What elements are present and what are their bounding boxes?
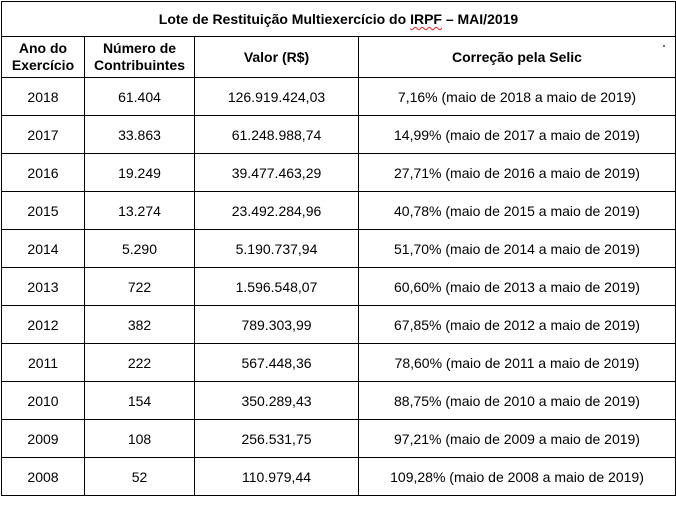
cell-correction[interactable]: 88,75% (maio de 2010 a maio de 2019) (358, 381, 676, 420)
cell-value[interactable]: 126.919.424,03 (194, 77, 359, 116)
title-suffix: – MAI/2019 (441, 11, 519, 27)
header-contributors-line1: Número de (102, 40, 177, 56)
title-prefix: Lote de Restituição Multiexercício do (158, 11, 411, 27)
cell-value[interactable]: 350.289,43 (194, 381, 359, 420)
cell-correction[interactable]: 40,78% (maio de 2015 a maio de 2019) (358, 191, 676, 230)
cell-value[interactable]: 567.448,36 (194, 343, 359, 382)
header-contributors-line2: Contribuintes (94, 57, 185, 73)
table-row: 2014 5.290 5.190.737,94 51,70% (maio de 201… (1, 229, 676, 268)
table-row: 2009 108 256.531,75 97,21% (maio de 2009 a … (1, 419, 676, 458)
cell-year[interactable]: 2015 (1, 191, 85, 230)
cell-correction[interactable]: 27,71% (maio de 2016 a maio de 2019) (358, 153, 676, 192)
cell-value[interactable]: 5.190.737,94 (194, 229, 359, 268)
header-year[interactable]: Ano do Exercício (1, 36, 85, 78)
table-body: Lote de Restituição Multiexercício do IR… (1, 1, 676, 496)
cell-value[interactable]: 61.248.988,74 (194, 115, 359, 154)
cell-value[interactable]: 256.531,75 (194, 419, 359, 458)
stray-dot (663, 45, 665, 47)
cell-contributors[interactable]: 722 (84, 267, 195, 306)
table-title[interactable]: Lote de Restituição Multiexercício do IR… (1, 1, 676, 37)
header-contributors[interactable]: Número de Contribuintes (84, 36, 195, 78)
cell-contributors[interactable]: 108 (84, 419, 195, 458)
cell-contributors[interactable]: 382 (84, 305, 195, 344)
cell-contributors[interactable]: 222 (84, 343, 195, 382)
cell-correction[interactable]: 78,60% (maio de 2011 a maio de 2019) (358, 343, 676, 382)
cell-correction[interactable]: 7,16% (maio de 2018 a maio de 2019) (358, 77, 676, 116)
cell-value[interactable]: 1.596.548,07 (194, 267, 359, 306)
title-flagged-word: IRPF (410, 11, 442, 27)
cell-contributors[interactable]: 5.290 (84, 229, 195, 268)
header-correction-label: Correção pela Selic (452, 48, 582, 65)
cell-value[interactable]: 789.303,99 (194, 305, 359, 344)
cell-year[interactable]: 2017 (1, 115, 85, 154)
cell-value[interactable]: 110.979,44 (194, 457, 359, 496)
table-row: 2015 13.274 23.492.284,96 40,78% (maio de 2… (1, 191, 676, 230)
header-year-line2: Exercício (11, 57, 75, 73)
cell-value[interactable]: 39.477.463,29 (194, 153, 359, 192)
cell-year[interactable]: 2011 (1, 343, 85, 382)
cell-year[interactable]: 2013 (1, 267, 85, 306)
cell-value[interactable]: 23.492.284,96 (194, 191, 359, 230)
cell-contributors[interactable]: 33.863 (84, 115, 195, 154)
restitution-table: Lote de Restituição Multiexercício do IR… (1, 1, 676, 496)
header-correction[interactable]: Correção pela Selic (358, 36, 676, 78)
table-row: 2016 19.249 39.477.463,29 27,71% (maio de 2… (1, 153, 676, 192)
cell-contributors[interactable]: 19.249 (84, 153, 195, 192)
cell-correction[interactable]: 51,70% (maio de 2014 a maio de 2019) (358, 229, 676, 268)
cell-correction[interactable]: 67,85% (maio de 2012 a maio de 2019) (358, 305, 676, 344)
table-row: 2008 52 110.979,44 109,28% (maio de 2008 a … (1, 457, 676, 496)
table-row: 2010 154 350.289,43 88,75% (maio de 2010 a … (1, 381, 676, 420)
cell-year[interactable]: 2010 (1, 381, 85, 420)
cell-year[interactable]: 2016 (1, 153, 85, 192)
table-row: 2012 382 789.303,99 67,85% (maio de 2012 a … (1, 305, 676, 344)
cell-year[interactable]: 2018 (1, 77, 85, 116)
cell-contributors[interactable]: 13.274 (84, 191, 195, 230)
table-row: 2018 61.404 126.919.424,03 7,16% (maio de 2… (1, 77, 676, 116)
cell-year[interactable]: 2012 (1, 305, 85, 344)
header-year-line1: Ano do (18, 40, 68, 56)
table-row: 2017 33.863 61.248.988,74 14,99% (maio de 2… (1, 115, 676, 154)
cell-contributors[interactable]: 52 (84, 457, 195, 496)
header-value-label: Valor (R$) (243, 48, 310, 65)
cell-correction[interactable]: 60,60% (maio de 2013 a maio de 2019) (358, 267, 676, 306)
table-row: 2013 722 1.596.548,07 60,60% (maio de 2013 … (1, 267, 676, 306)
cell-correction[interactable]: 109,28% (maio de 2008 a maio de 2019) (358, 457, 676, 496)
cell-contributors[interactable]: 61.404 (84, 77, 195, 116)
cell-correction[interactable]: 14,99% (maio de 2017 a maio de 2019) (358, 115, 676, 154)
header-row: Ano do Exercício Número de Contribuintes V… (1, 36, 676, 78)
table-row: 2011 222 567.448,36 78,60% (maio de 2011 a … (1, 343, 676, 382)
cell-year[interactable]: 2008 (1, 457, 85, 496)
title-row: Lote de Restituição Multiexercício do IR… (1, 1, 676, 37)
cell-contributors[interactable]: 154 (84, 381, 195, 420)
cell-year[interactable]: 2009 (1, 419, 85, 458)
header-value[interactable]: Valor (R$) (194, 36, 359, 78)
cell-correction[interactable]: 97,21% (maio de 2009 a maio de 2019) (358, 419, 676, 458)
cell-year[interactable]: 2014 (1, 229, 85, 268)
